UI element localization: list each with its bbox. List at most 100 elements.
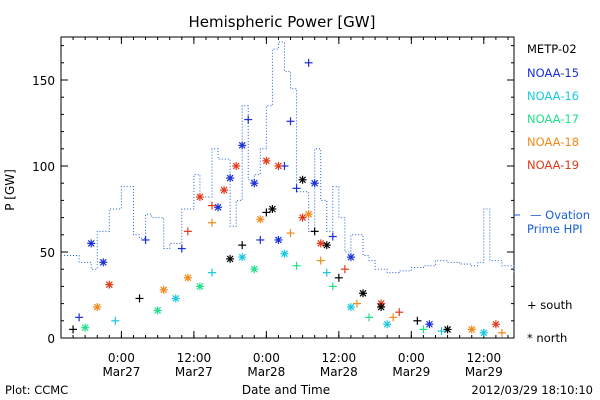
- legend: METP-02 NOAA-15 NOAA-16 NOAA-17 NOAA-18 …: [514, 42, 590, 345]
- point-noaa-19-north: [274, 162, 283, 170]
- point-metp-02-north: [226, 254, 235, 263]
- x-tick-label-time: 12:00: [322, 351, 357, 365]
- point-noaa-19-north: [220, 186, 229, 195]
- point-noaa-17-north: [153, 306, 162, 315]
- point-noaa-15-south: [256, 235, 265, 244]
- legend-marker-south: + south: [527, 298, 572, 312]
- y-tick-label: 100: [32, 160, 55, 174]
- point-noaa-18-north: [467, 325, 476, 334]
- x-tick-label-date: Mar29: [392, 365, 430, 379]
- point-noaa-15-south: [304, 58, 313, 67]
- ovation-hpi-line: [61, 41, 515, 274]
- x-tick-label-time: 12:00: [467, 351, 502, 365]
- point-noaa-15-north: [274, 235, 283, 244]
- point-noaa-18-south: [208, 218, 216, 227]
- point-noaa-15-south: [141, 235, 150, 244]
- point-noaa-16-north: [280, 249, 289, 258]
- point-noaa-19-south: [340, 265, 349, 274]
- point-metp-02-south: [413, 316, 422, 325]
- x-tick-label-date: Mar29: [465, 365, 503, 379]
- x-tick-label-date: Mar27: [175, 365, 213, 379]
- point-metp-02-south: [262, 208, 271, 217]
- point-noaa-16-south: [437, 327, 446, 336]
- footer-plot-credit: Plot: CCMC: [5, 383, 68, 397]
- point-noaa-15-north: [346, 253, 355, 262]
- x-tick-label-time: 12:00: [177, 351, 212, 365]
- point-metp-02-north: [322, 241, 331, 250]
- point-metp-02-south: [238, 241, 247, 250]
- x-axis-label: Date and Time: [242, 383, 330, 397]
- point-noaa-19-north: [195, 192, 204, 201]
- point-noaa-15-south: [286, 117, 295, 126]
- point-noaa-16-north: [238, 253, 247, 262]
- point-noaa-17-south: [419, 325, 428, 334]
- point-noaa-19-south: [183, 227, 192, 236]
- y-tick-label: 150: [32, 74, 55, 88]
- point-noaa-16-north: [479, 328, 488, 337]
- point-noaa-15-south: [75, 313, 84, 322]
- point-noaa-17-north: [250, 265, 259, 274]
- point-noaa-19-north: [491, 320, 500, 329]
- point-noaa-19-north: [298, 213, 307, 222]
- chart-title: Hemispheric Power [GW]: [189, 13, 376, 31]
- point-noaa-18-south: [316, 256, 325, 265]
- point-noaa-18-north: [159, 285, 168, 294]
- point-noaa-19-north: [316, 239, 325, 248]
- ovation-series: [61, 41, 515, 274]
- point-noaa-17-north: [81, 323, 90, 332]
- point-noaa-18-north: [93, 303, 102, 312]
- point-noaa-19-south: [395, 308, 404, 317]
- point-noaa-15-north: [238, 141, 247, 150]
- point-noaa-17-south: [292, 261, 301, 270]
- point-noaa-19-south: [208, 201, 216, 210]
- legend-ovation-line1: — Ovation: [530, 208, 590, 222]
- point-metp-02-north: [359, 289, 367, 298]
- point-metp-02-north: [443, 325, 452, 334]
- point-noaa-16-south: [208, 268, 216, 277]
- x-tick-label-date: Mar28: [320, 365, 358, 379]
- x-tick-label-date: Mar27: [102, 365, 140, 379]
- point-metp-02-south: [69, 325, 78, 334]
- y-axis-ticks: 0 50 100 150: [32, 45, 514, 346]
- point-noaa-17-north: [195, 282, 204, 291]
- point-metp-02-north: [377, 303, 386, 312]
- point-noaa-18-south: [389, 313, 398, 322]
- point-noaa-18-south: [352, 299, 361, 308]
- x-tick-label-time: 0:00: [108, 351, 135, 365]
- legend-sat-0: METP-02: [527, 42, 577, 56]
- point-metp-02-south: [135, 294, 144, 303]
- point-noaa-18-north: [304, 210, 313, 219]
- x-tick-label-time: 0:00: [253, 351, 280, 365]
- point-noaa-17-south: [365, 313, 374, 322]
- point-noaa-15-north: [250, 179, 259, 188]
- point-noaa-18-south: [497, 328, 506, 337]
- point-metp-02-south: [334, 273, 343, 282]
- legend-marker-north: * north: [527, 331, 567, 345]
- x-axis-ticks: 0:00Mar2712:00Mar270:00Mar2812:00Mar280:…: [60, 37, 509, 379]
- point-noaa-16-north: [171, 294, 180, 303]
- point-noaa-15-north: [87, 239, 96, 248]
- point-noaa-16-north: [346, 303, 355, 312]
- point-noaa-18-north: [183, 273, 192, 282]
- legend-sat-2: NOAA-16: [527, 89, 579, 103]
- point-noaa-19-north: [232, 162, 241, 170]
- x-tick-label-time: 0:00: [398, 351, 425, 365]
- y-axis-label: P [GW]: [3, 169, 17, 211]
- footer-timestamp: 2012/03/29 18:10:10: [471, 383, 593, 397]
- point-noaa-19-north: [262, 156, 271, 165]
- point-noaa-18-south: [286, 229, 295, 238]
- point-noaa-16-south: [111, 316, 120, 325]
- point-noaa-19-north: [105, 280, 114, 289]
- legend-sat-4: NOAA-18: [527, 135, 579, 149]
- point-noaa-18-north: [256, 215, 265, 224]
- point-noaa-15-south: [292, 184, 301, 193]
- point-noaa-17-south: [328, 282, 337, 291]
- point-noaa-15-north: [310, 179, 319, 188]
- point-noaa-15-north: [425, 320, 434, 329]
- satellite-points: [69, 58, 506, 337]
- point-metp-02-north: [298, 175, 307, 184]
- point-noaa-15-north: [226, 174, 235, 183]
- point-noaa-16-south: [322, 268, 331, 277]
- x-tick-label-date: Mar28: [247, 365, 285, 379]
